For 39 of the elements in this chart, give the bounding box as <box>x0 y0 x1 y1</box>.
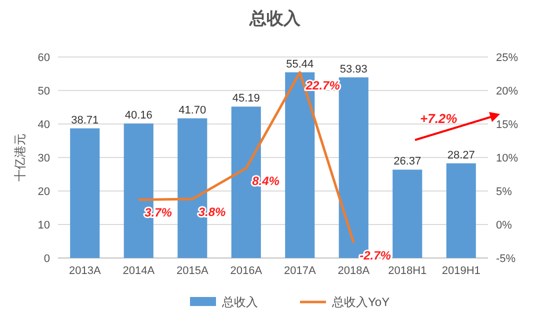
data-label: 26.37 <box>394 156 422 168</box>
y-tick-label: 60 <box>38 52 50 64</box>
y2-tick-label: 10% <box>496 152 518 164</box>
x-tick-label: 2019H1 <box>442 265 480 277</box>
y-tick-label: 30 <box>38 152 50 164</box>
data-label: 38.71 <box>71 114 99 126</box>
bar <box>70 128 100 258</box>
data-label: 28.27 <box>447 149 475 162</box>
data-label: 45.19 <box>232 92 260 105</box>
y2-tick-label: 0% <box>496 220 512 232</box>
y-axis-title: 十亿港元 <box>13 134 27 182</box>
data-label: -2.7% <box>360 248 392 263</box>
annotation: +7.2% <box>420 111 458 126</box>
x-tick-label: 2013A <box>68 265 102 277</box>
x-tick-label: 2017A <box>284 265 316 277</box>
x-tick-label: 2016A <box>230 265 263 277</box>
bar <box>446 163 476 258</box>
data-label: 53.93 <box>340 63 368 76</box>
y2-tick-label: 25% <box>496 52 518 64</box>
y2-tick-label: 15% <box>496 119 518 131</box>
bar <box>392 170 422 258</box>
x-tick-label: 2015A <box>176 265 209 277</box>
y2-tick-label: -5% <box>496 253 516 265</box>
legend-label: 总收入 <box>221 295 258 309</box>
data-label: 55.44 <box>286 58 314 70</box>
y2-tick-label: 20% <box>496 86 518 98</box>
data-label: 41.70 <box>178 104 206 116</box>
data-label: 40.16 <box>124 109 152 122</box>
chart-title: 总收入 <box>248 9 302 28</box>
y-tick-label: 50 <box>38 86 50 98</box>
x-tick-label: 2018H1 <box>388 265 427 277</box>
y2-tick-label: 5% <box>496 186 512 198</box>
y-tick-label: 0 <box>44 253 50 265</box>
y-tick-label: 20 <box>38 186 50 198</box>
y-tick-label: 10 <box>38 220 50 232</box>
x-tick-label: 2014A <box>122 265 156 277</box>
y-tick-label: 40 <box>38 119 50 131</box>
x-tick-label: 2018A <box>338 265 370 277</box>
legend-label: 总收入YoY <box>331 295 390 309</box>
